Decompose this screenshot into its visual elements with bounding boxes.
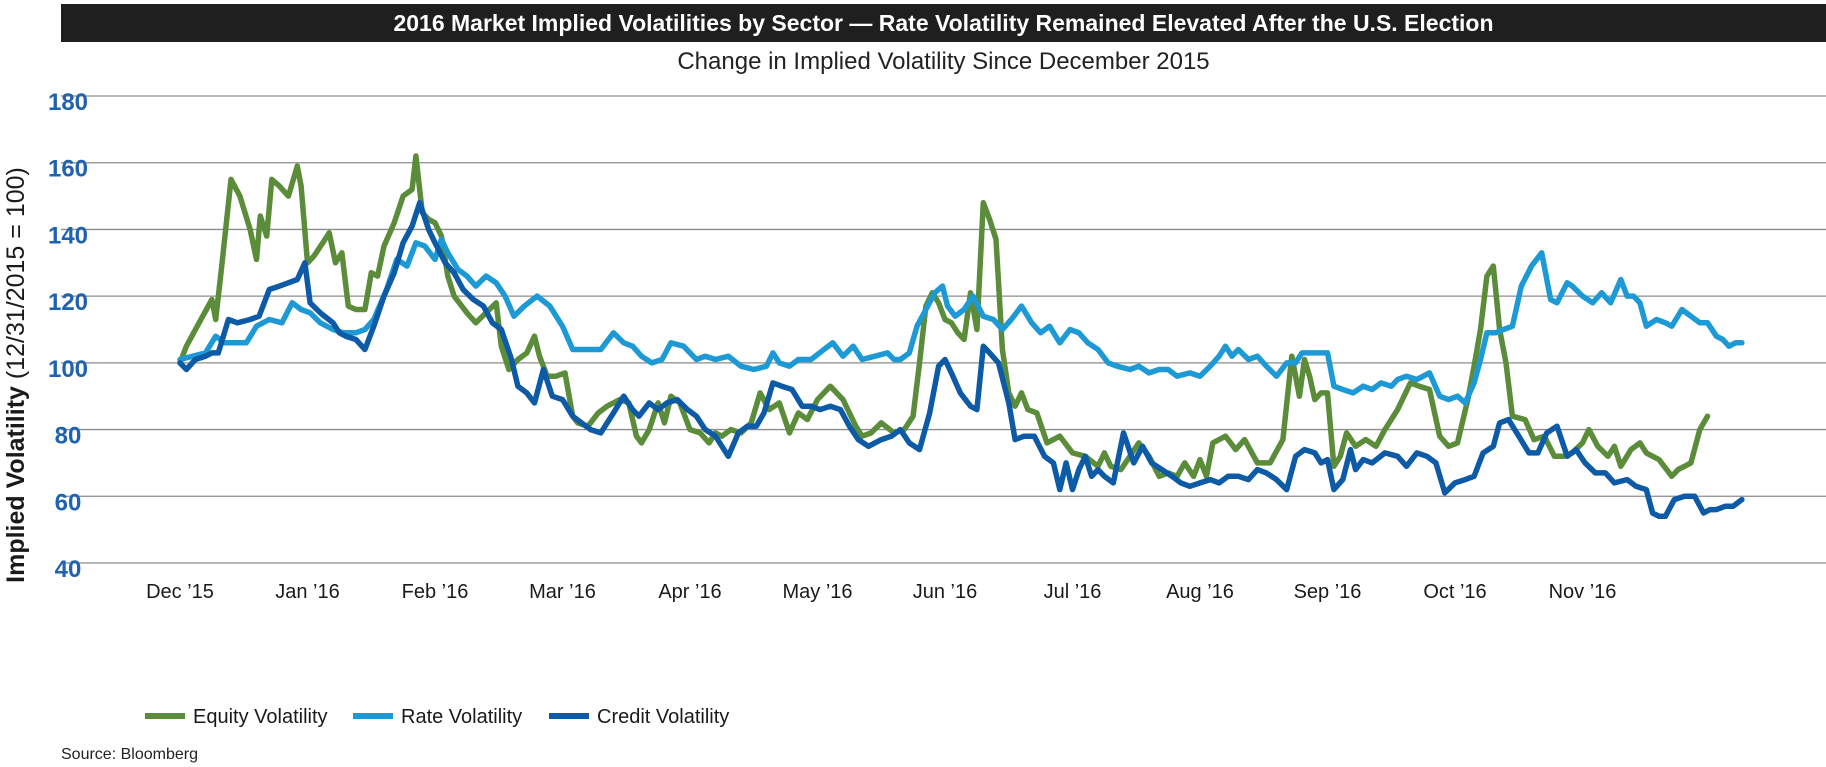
- y-tick-label: 60: [55, 489, 82, 516]
- legend: Equity Volatility Rate Volatility Credit V…: [145, 706, 729, 728]
- chart-title: 2016 Market Implied Volatilities by Sect…: [61, 4, 1826, 42]
- legend-label: Equity Volatility: [193, 706, 328, 728]
- source-note: Source: Bloomberg: [61, 746, 198, 763]
- y-tick-label: 80: [55, 423, 82, 450]
- y-axis-label: Implied Volatility (12/31/2015 = 100): [2, 167, 30, 583]
- x-axis-ticks: Dec ’15 Jan ’16 Feb ’16 Mar ’16 Apr ’16 May ’…: [146, 581, 1616, 603]
- x-tick-label: Oct ’16: [1423, 581, 1486, 603]
- x-tick-label: Jul ’16: [1044, 581, 1102, 603]
- grid-lines: [61, 95, 1826, 564]
- chart-subtitle: Change in Implied Volatility Since Decem…: [677, 48, 1210, 75]
- y-tick-label: 160: [48, 156, 88, 183]
- y-tick-label: 140: [48, 222, 88, 249]
- y-tick-label: 120: [48, 289, 88, 316]
- legend-label: Credit Volatility: [597, 706, 729, 728]
- x-tick-label: Mar ’16: [529, 581, 596, 603]
- x-tick-label: May ’16: [782, 581, 852, 603]
- series-line-rate-volatility: [177, 236, 1745, 406]
- y-tick-label: 100: [48, 356, 88, 383]
- x-tick-label: Jun ’16: [913, 581, 978, 603]
- y-tick-label: 180: [48, 89, 88, 116]
- series-lines: [177, 153, 1745, 520]
- series-line-equity-volatility: [177, 153, 1711, 480]
- legend-label: Rate Volatility: [401, 706, 522, 728]
- x-tick-label: Feb ’16: [402, 581, 469, 603]
- x-tick-label: Dec ’15: [146, 581, 214, 603]
- series-line-credit-volatility: [177, 199, 1745, 520]
- x-tick-label: Sep ’16: [1294, 581, 1362, 603]
- x-tick-label: Nov ’16: [1549, 581, 1617, 603]
- y-axis-ticks: 40 60 80 100 120 140 160 180: [48, 89, 88, 583]
- x-tick-label: Jan ’16: [275, 581, 340, 603]
- x-tick-label: Apr ’16: [658, 581, 721, 603]
- y-tick-label: 40: [55, 556, 82, 583]
- x-tick-label: Aug ’16: [1166, 581, 1234, 603]
